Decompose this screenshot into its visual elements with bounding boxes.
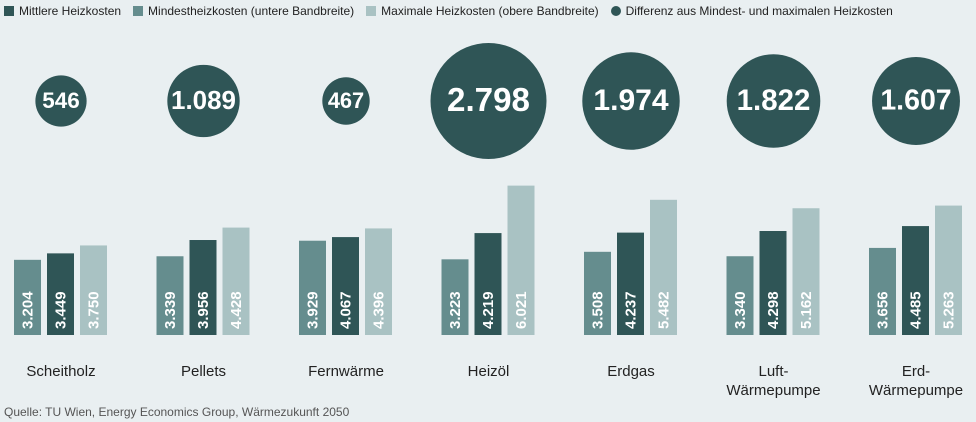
bar <box>156 256 184 335</box>
bubble <box>726 54 821 148</box>
bar <box>507 185 535 335</box>
bar-label: 3.929 <box>304 291 321 329</box>
bar-label: 3.956 <box>195 291 212 329</box>
bar <box>222 227 250 335</box>
bar-label: 4.237 <box>622 291 639 329</box>
legend-item: Maximale Heizkosten (obere Bandbreite) <box>366 4 599 18</box>
category-label: Erd-Wärmepumpe <box>868 363 964 399</box>
bar <box>759 231 787 335</box>
source: Quelle: TU Wien, Energy Economics Group,… <box>4 405 350 419</box>
legend-swatch <box>366 6 377 16</box>
bar <box>726 256 754 335</box>
category-label: Luft-Wärmepumpe <box>726 363 821 399</box>
bar <box>189 240 217 335</box>
legend-swatch <box>133 6 144 16</box>
bar <box>47 253 74 335</box>
bar <box>792 208 820 335</box>
bar-label: 4.396 <box>370 291 387 329</box>
bar-label: 4.067 <box>337 291 354 329</box>
bar-label: 5.263 <box>940 291 957 329</box>
bubble <box>430 43 547 159</box>
bar-label: 5.162 <box>798 291 815 329</box>
legend: Mittlere Heizkosten Mindestheizkosten (un… <box>4 4 893 18</box>
legend-item: Differenz aus Mindest- und maximalen Hei… <box>610 4 893 18</box>
bubble-label: 1.822 <box>737 84 811 117</box>
legend-label: Maximale Heizkosten (obere Bandbreite) <box>381 4 599 18</box>
bubble-label: 2.798 <box>447 82 530 119</box>
bubble <box>167 64 240 138</box>
bar-label: 5.482 <box>655 291 672 329</box>
legend-label: Mittlere Heizkosten <box>19 4 122 18</box>
bar <box>365 228 392 335</box>
category-label: Fernwärme <box>308 363 384 380</box>
bar-label: 3.339 <box>162 291 179 329</box>
category-label: Heizöl <box>467 363 510 380</box>
bubble-label: 1.089 <box>171 87 236 115</box>
bar <box>80 245 107 335</box>
category-label: Pellets <box>180 363 227 380</box>
bar-label: 3.750 <box>85 291 102 329</box>
bar-label: 4.428 <box>228 291 245 329</box>
bubble <box>35 75 87 127</box>
bar-label: 4.298 <box>765 291 782 329</box>
bubble <box>872 57 960 145</box>
bubble-label: 546 <box>42 88 79 113</box>
category-label: Erdgas <box>607 363 655 380</box>
bar <box>584 251 611 335</box>
bar-label: 3.204 <box>19 291 36 329</box>
legend-item: Mindestheizkosten (untere Bandbreite) <box>133 4 354 18</box>
bar-label: 3.340 <box>732 291 749 329</box>
bar <box>650 199 677 335</box>
bar-label: 3.508 <box>589 291 606 329</box>
bubble-label: 1.607 <box>880 85 951 117</box>
legend-swatch <box>4 6 14 16</box>
bar <box>474 233 502 335</box>
bubble-label: 1.974 <box>593 84 669 117</box>
bar <box>332 237 359 335</box>
bar <box>441 259 469 335</box>
bar-label: 3.656 <box>874 291 891 329</box>
bar <box>617 232 644 335</box>
category-label: Scheitholz <box>26 363 96 380</box>
bubble-label: 467 <box>328 88 364 113</box>
bar <box>869 247 896 335</box>
bar <box>14 259 41 335</box>
bubble <box>582 52 680 150</box>
legend-swatch <box>610 6 621 16</box>
bar-label: 4.219 <box>480 291 497 329</box>
bar-label: 4.485 <box>907 291 924 329</box>
bar <box>935 205 962 335</box>
legend-label: Differenz aus Mindest- und maximalen Hei… <box>625 4 893 18</box>
legend-label: Mindestheizkosten (untere Bandbreite) <box>148 4 355 18</box>
bar-label: 3.223 <box>447 291 464 329</box>
bar-label: 6.021 <box>513 291 530 329</box>
bar-label: 3.449 <box>52 291 69 329</box>
bubble <box>322 77 370 125</box>
bar <box>299 240 326 335</box>
legend-item: Mittlere Heizkosten <box>4 4 121 18</box>
bar <box>902 226 929 335</box>
